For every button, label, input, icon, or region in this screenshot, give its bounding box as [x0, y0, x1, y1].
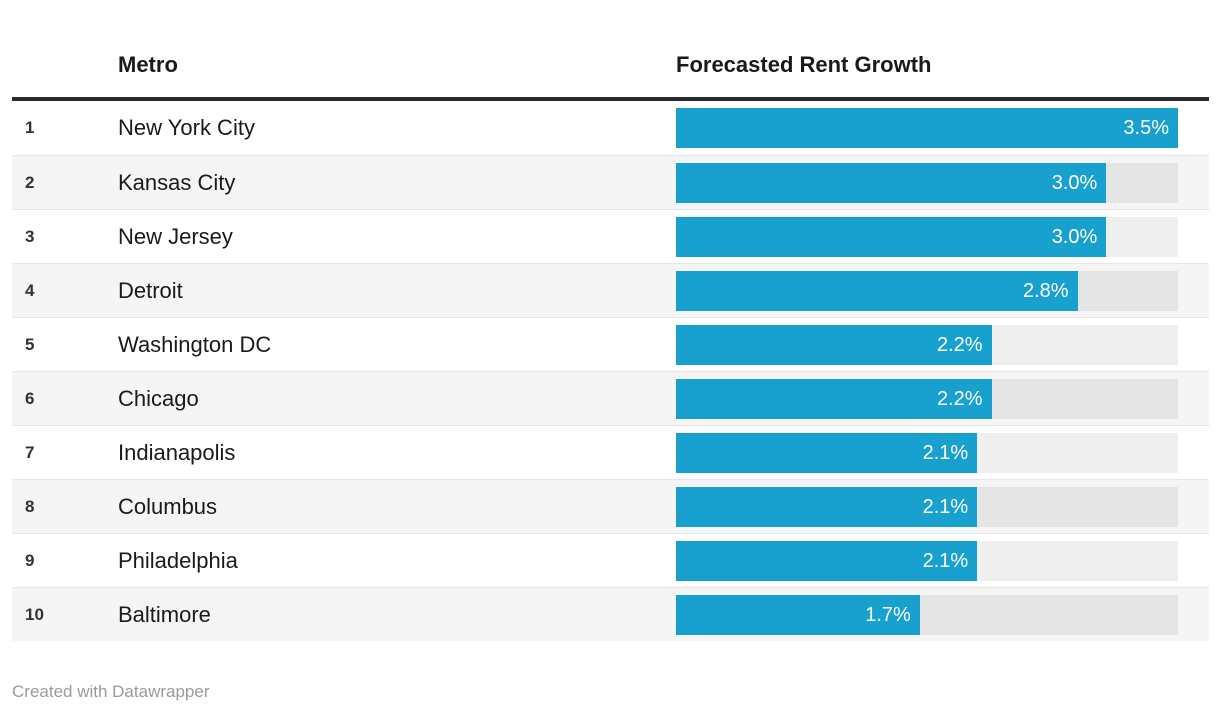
- bar-fill: 2.1%: [676, 432, 978, 473]
- bar-value-label: 2.8%: [1023, 279, 1069, 302]
- bar-track: 2.8%: [676, 270, 1178, 311]
- metro-cell: New Jersey: [118, 223, 233, 249]
- bar-cell: 1.7%: [676, 594, 1209, 635]
- metro-cell: Kansas City: [118, 169, 236, 195]
- metro-column-header: Metro: [118, 52, 178, 77]
- bar-cell: 2.1%: [676, 540, 1209, 581]
- bar-fill: 2.1%: [676, 540, 978, 581]
- bar-fill: 3.5%: [676, 108, 1178, 148]
- rank-column-header: [12, 78, 118, 97]
- bar-track: 3.0%: [676, 216, 1178, 257]
- metro-cell: Detroit: [118, 277, 183, 303]
- bar-fill: 2.2%: [676, 324, 992, 365]
- rank-cell: 5: [25, 334, 35, 354]
- table-body: 1 New York City 3.5% 2 Kansas City 3.0% 3 New J…: [12, 101, 1209, 641]
- bar-cell: 2.8%: [676, 270, 1209, 311]
- rank-cell: 6: [25, 388, 35, 408]
- bar-track: 2.1%: [676, 486, 1178, 527]
- bar-track: 3.0%: [676, 162, 1178, 203]
- rank-cell: 4: [25, 280, 35, 300]
- table-row: 4 Detroit 2.8%: [12, 263, 1209, 317]
- metro-cell: Chicago: [118, 385, 199, 411]
- bar-value-label: 3.5%: [1123, 117, 1169, 139]
- bar-cell: 2.1%: [676, 486, 1209, 527]
- metro-cell: Indianapolis: [118, 439, 236, 465]
- bar-cell: 2.2%: [676, 378, 1209, 419]
- bar-value-label: 2.2%: [936, 333, 983, 356]
- bar-value-label: 1.7%: [865, 603, 911, 626]
- rank-cell: 10: [25, 604, 44, 624]
- table-row: 3 New Jersey 3.0%: [12, 209, 1209, 263]
- bar-value-label: 2.2%: [936, 387, 983, 410]
- bar-value-label: 3.0%: [1051, 171, 1098, 194]
- table-row: 8 Columbus 2.1%: [12, 479, 1209, 533]
- bar-cell: 2.2%: [676, 324, 1209, 365]
- bar-cell: 3.5%: [676, 108, 1209, 148]
- bar-track: 2.2%: [676, 378, 1178, 419]
- metro-cell: Washington DC: [118, 331, 272, 357]
- value-column-header: Forecasted Rent Growth: [676, 52, 932, 77]
- bar-fill: 3.0%: [676, 216, 1107, 257]
- rank-cell: 8: [25, 496, 35, 516]
- metro-cell: Columbus: [118, 493, 218, 519]
- rank-cell: 2: [25, 172, 35, 192]
- bar-value-label: 2.1%: [922, 441, 969, 464]
- table-row: 6 Chicago 2.2%: [12, 371, 1209, 425]
- bar-cell: 3.0%: [676, 162, 1209, 203]
- rent-growth-table: Metro Forecasted Rent Growth 1 New York C…: [12, 0, 1209, 702]
- rank-cell: 7: [25, 442, 35, 462]
- table-row: 10 Baltimore 1.7%: [12, 587, 1209, 641]
- metro-cell: Baltimore: [118, 601, 211, 627]
- bar-track: 2.1%: [676, 540, 1178, 581]
- bar-fill: 3.0%: [676, 162, 1107, 203]
- table-header-row: Metro Forecasted Rent Growth: [12, 0, 1209, 97]
- rank-cell: 1: [25, 118, 35, 137]
- rank-cell: 3: [25, 226, 35, 246]
- datawrapper-credit[interactable]: Created with Datawrapper: [12, 682, 210, 701]
- bar-value-label: 2.1%: [922, 495, 969, 518]
- rank-cell: 9: [25, 550, 35, 570]
- metro-cell: New York City: [118, 115, 255, 140]
- bar-fill: 2.8%: [676, 270, 1078, 311]
- header-divider: [12, 97, 1209, 101]
- bar-track: 2.2%: [676, 324, 1178, 365]
- table-row: 1 New York City 3.5%: [12, 101, 1209, 155]
- bar-track: 3.5%: [676, 108, 1178, 148]
- bar-cell: 3.0%: [676, 216, 1209, 257]
- bar-cell: 2.1%: [676, 432, 1209, 473]
- table-row: 5 Washington DC 2.2%: [12, 317, 1209, 371]
- bar-track: 1.7%: [676, 594, 1178, 635]
- table-row: 2 Kansas City 3.0%: [12, 155, 1209, 209]
- table-row: 7 Indianapolis 2.1%: [12, 425, 1209, 479]
- bar-value-label: 2.1%: [922, 549, 969, 572]
- table-row: 9 Philadelphia 2.1%: [12, 533, 1209, 587]
- bar-fill: 2.2%: [676, 378, 992, 419]
- bar-value-label: 3.0%: [1051, 225, 1098, 248]
- bar-fill: 1.7%: [676, 594, 920, 635]
- bar-track: 2.1%: [676, 432, 1178, 473]
- metro-cell: Philadelphia: [118, 547, 238, 573]
- bar-fill: 2.1%: [676, 486, 978, 527]
